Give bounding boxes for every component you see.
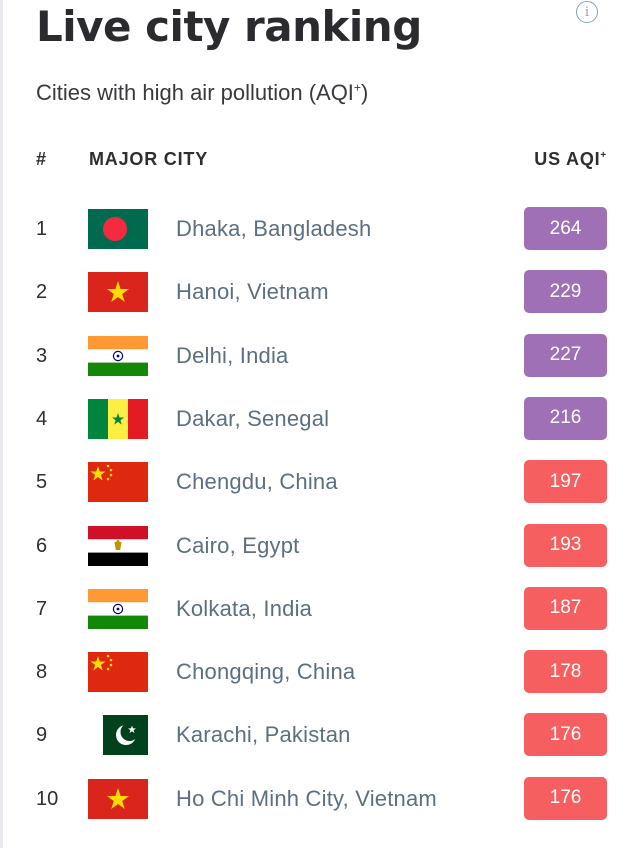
rank-number: 4	[36, 407, 48, 430]
subtitle-end: )	[361, 80, 369, 105]
india-flag-icon	[88, 588, 148, 629]
aqi-header-text: US AQI	[534, 149, 601, 169]
ranking-row[interactable]: 7 Kolkata, India 187	[0, 586, 640, 650]
city-name-link[interactable]: Cairo, Egypt	[176, 532, 300, 558]
city-name-link[interactable]: Ho Chi Minh City, Vietnam	[176, 785, 437, 811]
rank-number: 2	[36, 281, 48, 304]
ranking-row[interactable]: 3 Delhi, India 227	[0, 333, 640, 397]
ranking-row[interactable]: 1 Dhaka, Bangladesh 264	[0, 207, 640, 270]
panel-left-border	[0, 0, 3, 848]
city-name-link[interactable]: Dhaka, Bangladesh	[176, 216, 372, 241]
city-name-link[interactable]: Chengdu, China	[176, 469, 338, 495]
rank-number: 8	[36, 661, 48, 684]
ranking-row[interactable]: 10 Ho Chi Minh City, Vietnam 176	[0, 776, 640, 840]
aqi-badge: 193	[524, 523, 607, 567]
ranking-row[interactable]: 2 Hanoi, Vietnam 229	[0, 270, 640, 333]
aqi-badge: 187	[524, 586, 607, 630]
subtitle-superscript: +	[353, 80, 361, 95]
rank-number: 5	[36, 471, 48, 494]
aqi-badge: 227	[524, 333, 607, 377]
aqi-badge: 216	[524, 396, 607, 440]
ranking-row[interactable]: 8 Chongqing, China 178	[0, 650, 640, 713]
rank-number: 7	[36, 597, 48, 620]
aqi-badge: 178	[524, 650, 607, 694]
ranking-row[interactable]: 9 Karachi, Pakistan 176	[0, 713, 640, 776]
china-flag-icon	[88, 652, 148, 693]
aqi-badge: 229	[524, 270, 607, 314]
rank-number: 3	[36, 344, 48, 367]
city-name-link[interactable]: Kolkata, India	[176, 595, 313, 621]
ranking-row[interactable]: 5 Chengdu, China 197	[0, 460, 640, 523]
city-name-link[interactable]: Chongqing, China	[176, 659, 356, 685]
senegal-flag-icon	[88, 398, 148, 439]
ranking-row[interactable]: 6 Cairo, Egypt 193	[0, 523, 640, 587]
vietnam-flag-icon	[88, 272, 148, 313]
column-header-rank: #	[36, 149, 47, 169]
city-name-link[interactable]: Hanoi, Vietnam	[176, 279, 329, 305]
bangladesh-flag-icon	[88, 209, 148, 249]
city-name-link[interactable]: Dakar, Senegal	[176, 405, 330, 431]
aqi-badge: 197	[524, 460, 607, 504]
city-name-link[interactable]: Delhi, India	[176, 342, 289, 368]
info-icon[interactable]: i	[576, 1, 598, 23]
egypt-flag-icon	[88, 525, 148, 566]
india-flag-icon	[88, 335, 148, 376]
subtitle-text: Cities with high air pollution (AQI	[36, 80, 354, 105]
page-subtitle: Cities with high air pollution (AQI+)	[36, 80, 368, 106]
page-title: Live city ranking	[36, 2, 422, 51]
vietnam-flag-icon	[88, 778, 148, 819]
column-header-city: MAJOR CITY	[89, 149, 209, 169]
aqi-badge: 176	[524, 713, 607, 757]
aqi-header-superscript: +	[600, 150, 607, 161]
column-header-aqi: US AQI+	[534, 149, 607, 170]
rank-number: 10	[36, 787, 59, 810]
pakistan-flag-icon	[88, 715, 148, 756]
city-name-link[interactable]: Karachi, Pakistan	[176, 722, 351, 748]
rank-number: 9	[36, 724, 48, 747]
china-flag-icon	[88, 462, 148, 503]
rank-number: 1	[36, 218, 48, 240]
aqi-badge: 264	[524, 207, 607, 250]
aqi-badge: 176	[524, 776, 607, 820]
rank-number: 6	[36, 534, 48, 557]
ranking-row[interactable]: 4 Dakar, Senegal 216	[0, 396, 640, 460]
